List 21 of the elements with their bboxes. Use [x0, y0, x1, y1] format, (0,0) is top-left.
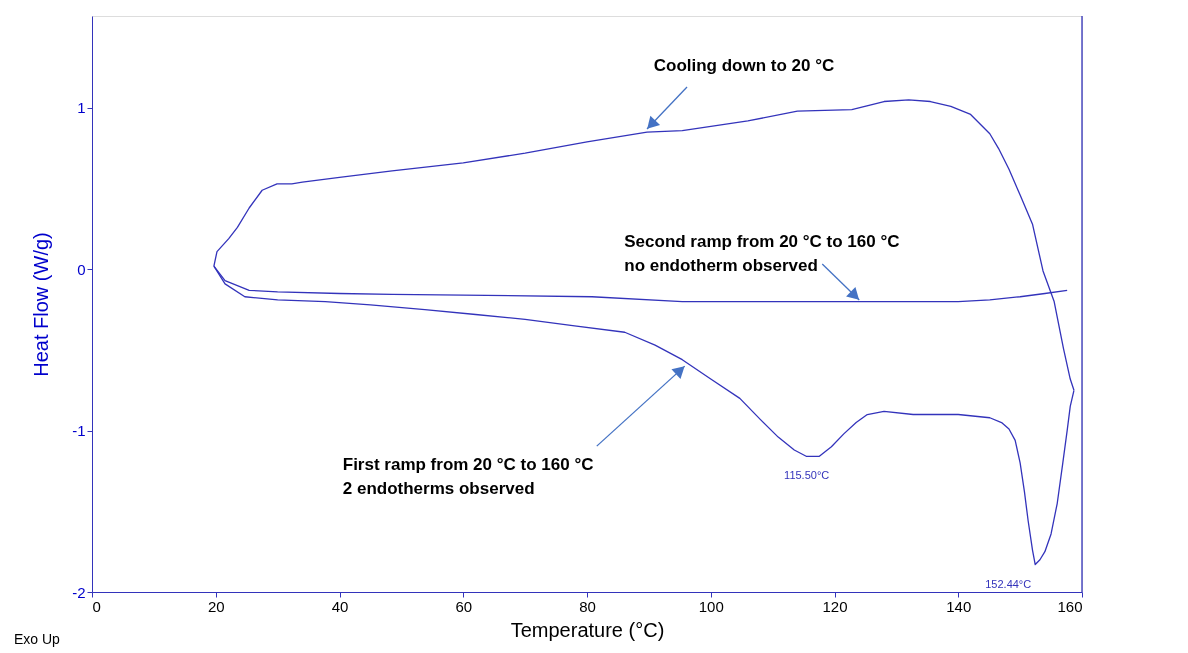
y-tick-label: -2	[72, 583, 86, 601]
x-tick-label: 80	[579, 597, 596, 615]
y-tick-label: -1	[72, 422, 86, 440]
x-tick-label: 20	[207, 597, 225, 615]
y-axis-title: Heat Flow (W/g)	[30, 232, 53, 377]
annotation: 115.50°C	[784, 469, 830, 482]
annotation: Second ramp from 20 °C to 160 °C no endotherm observed	[624, 231, 900, 275]
x-tick-label: 160	[1057, 597, 1083, 615]
x-tick-label: 120	[822, 597, 848, 615]
x-tick-label: 100	[698, 597, 724, 615]
x-tick-label: 0	[92, 597, 101, 615]
x-tick-label: 60	[455, 597, 473, 615]
y-tick-label: 0	[77, 260, 86, 278]
annotation: 152.44°C	[985, 577, 1032, 590]
annotation: First ramp from 20 °C to 160 °C 2 endotherms observed	[342, 455, 594, 499]
y-tick-label: 1	[77, 99, 86, 117]
text: Exo Up	[14, 631, 61, 647]
x-tick-label: 140	[946, 597, 972, 615]
x-axis-title: Temperature (°C)	[510, 618, 665, 641]
x-tick-label: 40	[331, 597, 349, 615]
annotation: Cooling down to 20 °C	[653, 55, 835, 75]
